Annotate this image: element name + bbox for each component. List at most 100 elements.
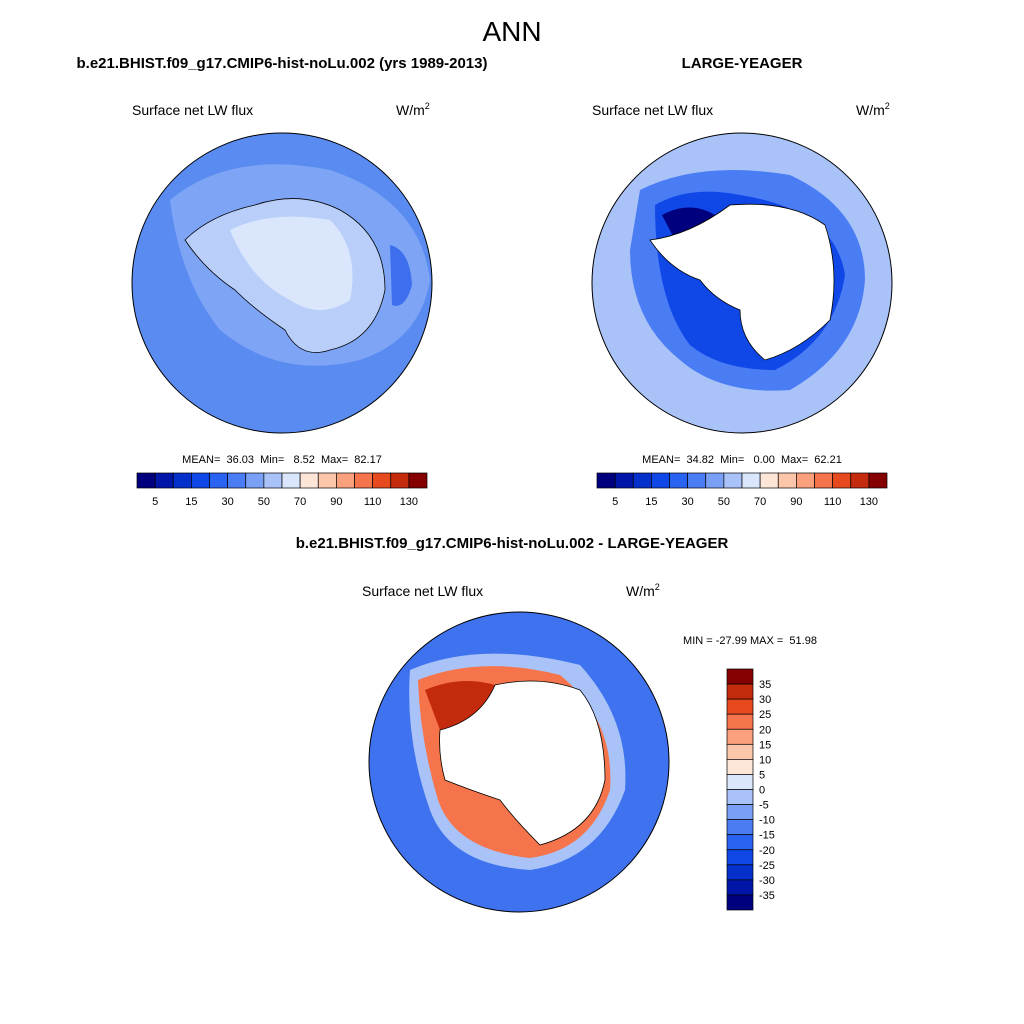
- colorbar-box: [850, 472, 870, 489]
- colorbar-label: -25: [759, 860, 775, 872]
- colorbar-label: 15: [759, 739, 771, 751]
- stats-label: MEAN= 34.82 Min= 0.00 Max= 62.21: [642, 454, 842, 466]
- colorbar-box: [705, 472, 725, 489]
- colorbar-label: -15: [759, 830, 775, 842]
- colorbar-box: [596, 472, 616, 489]
- colorbar-box: [796, 472, 815, 489]
- colorbar-box: [832, 472, 852, 489]
- colorbar-box: [726, 879, 754, 896]
- colorbar-box: [669, 472, 688, 489]
- colorbar-box: [614, 472, 634, 489]
- colorbar-box: [726, 804, 754, 820]
- colorbar-box: [227, 472, 247, 489]
- colorbar-label: 50: [258, 496, 270, 508]
- colorbar-label: 35: [759, 679, 771, 691]
- units-label: W/m2: [396, 101, 430, 118]
- colorbar-box: [299, 472, 319, 489]
- colorbar-label: 90: [330, 496, 342, 508]
- colorbar-box: [726, 849, 754, 866]
- units-exponent: 2: [425, 101, 430, 111]
- colorbar-label: 130: [400, 496, 418, 508]
- colorbar-label: 0: [759, 785, 765, 797]
- field-region: [390, 245, 412, 306]
- colorbar-box: [868, 472, 888, 489]
- panel-title: LARGE-YEAGER: [682, 55, 803, 72]
- colorbar-box: [687, 472, 707, 489]
- panel-title: b.e21.BHIST.f09_g17.CMIP6-hist-noLu.002 …: [77, 55, 488, 72]
- antarctica: [649, 203, 835, 361]
- colorbar-box: [726, 698, 754, 715]
- colorbar-box: [726, 894, 754, 911]
- colorbar-label: 5: [759, 769, 765, 781]
- colorbar-box: [726, 834, 754, 851]
- stats-label: MEAN= 36.03 Min= 8.52 Max= 82.17: [182, 454, 382, 466]
- colorbar-label: -30: [759, 875, 775, 887]
- colorbar-box: [726, 759, 754, 775]
- stats-label: MIN = -27.99 MAX = 51.98: [683, 635, 817, 647]
- colorbar-label: 15: [185, 496, 197, 508]
- field-region: [425, 681, 495, 730]
- colorbar-label: 130: [860, 496, 878, 508]
- colorbar-box: [726, 668, 754, 685]
- colorbar-box: [154, 472, 174, 489]
- colorbar-box: [632, 472, 652, 489]
- colorbar-box: [726, 789, 754, 805]
- units: W/m: [856, 102, 885, 118]
- units: W/m: [626, 583, 655, 599]
- map-border: [368, 611, 670, 913]
- colorbar-label: -35: [759, 890, 775, 902]
- colorbar-box: [651, 472, 670, 489]
- units-label: W/m2: [856, 101, 890, 118]
- colorbar-label: -5: [759, 800, 769, 812]
- map-border: [131, 132, 433, 434]
- colorbar-box: [191, 472, 210, 489]
- colorbar-box: [726, 743, 754, 760]
- colorbar-label: 110: [824, 496, 842, 508]
- units: W/m: [396, 102, 425, 118]
- colorbar-label: 50: [718, 496, 730, 508]
- variable-label: Surface net LW flux: [132, 102, 253, 118]
- variable-label: Surface net LW flux: [592, 102, 713, 118]
- colorbar-label: 25: [759, 709, 771, 721]
- colorbar-box: [814, 472, 833, 489]
- colorbars: 5 15 30 50 70 90 110 130 5 15 30 50 70 90 110 130353025…: [136, 472, 888, 911]
- colorbar-box: [777, 472, 797, 489]
- field-region: [230, 216, 353, 310]
- colorbar-box: [263, 472, 283, 489]
- map: [368, 611, 670, 913]
- colorbar-box: [741, 472, 761, 489]
- panel-title: b.e21.BHIST.f09_g17.CMIP6-hist-noLu.002 …: [296, 535, 729, 552]
- colorbar-label: -10: [759, 815, 775, 827]
- colorbar-box: [408, 472, 428, 489]
- colorbar-label: 5: [152, 496, 158, 508]
- colorbar-label: 30: [682, 496, 694, 508]
- colorbar-label: 70: [754, 496, 766, 508]
- units-label: W/m2: [626, 582, 660, 599]
- colorbar-label: 5: [612, 496, 618, 508]
- colorbar-box: [136, 472, 156, 489]
- variable-label: Surface net LW flux: [362, 583, 483, 599]
- colorbar-box: [726, 728, 754, 745]
- colorbar-box: [281, 472, 301, 489]
- units-exponent: 2: [885, 101, 890, 111]
- map-border: [591, 132, 893, 434]
- colorbar-box: [245, 472, 265, 489]
- colorbar-box: [759, 472, 779, 489]
- colorbar-box: [317, 472, 337, 489]
- colorbar-label: 30: [759, 694, 771, 706]
- colorbar-box: [726, 683, 754, 700]
- colorbar-label: 90: [790, 496, 802, 508]
- figure-title: ANN: [482, 16, 541, 47]
- colorbar-box: [390, 472, 410, 489]
- colorbar-box: [726, 819, 754, 836]
- colorbar-box: [209, 472, 228, 489]
- map: [131, 132, 433, 434]
- colorbar-label: 70: [294, 496, 306, 508]
- colorbar-box: [726, 774, 754, 790]
- antarctica: [439, 680, 606, 846]
- colorbar-label: 20: [759, 724, 771, 736]
- colorbar-box: [372, 472, 392, 489]
- map: [591, 132, 893, 434]
- colorbar-box: [354, 472, 373, 489]
